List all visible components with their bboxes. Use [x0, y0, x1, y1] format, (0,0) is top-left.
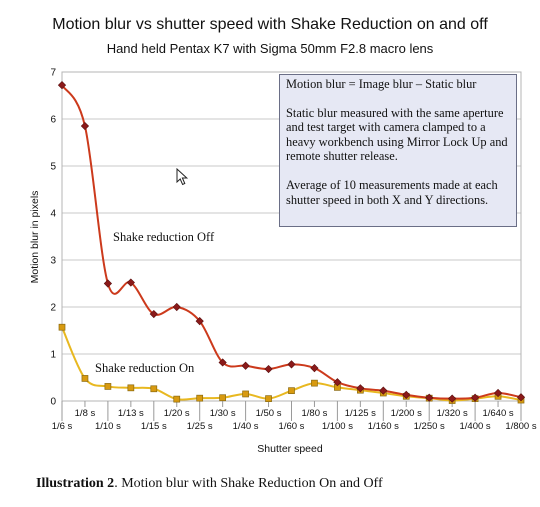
x-tick-label: 1/100 s — [322, 421, 353, 432]
data-point — [126, 278, 135, 287]
data-point — [172, 302, 181, 312]
data-point — [379, 386, 388, 395]
data-point — [493, 388, 503, 398]
y-tick-label: 7 — [50, 68, 56, 79]
data-point — [218, 358, 227, 367]
data-point — [57, 81, 67, 90]
x-tick-label: 1/80 s — [302, 408, 328, 419]
data-point — [58, 323, 66, 331]
data-point — [81, 375, 89, 382]
y-tick-label: 3 — [50, 256, 56, 267]
data-point — [516, 393, 526, 402]
figure-caption: Illustration 2. Motion blur with Shake R… — [36, 476, 383, 492]
data-point — [103, 279, 113, 288]
data-point — [288, 387, 295, 395]
x-tick-label: 1/320 s — [437, 408, 468, 419]
x-axis-label: Shutter speed — [257, 443, 323, 455]
data-point — [127, 384, 135, 392]
x-tick-label: 1/13 s — [118, 408, 144, 419]
series-layer — [57, 81, 526, 404]
data-point — [242, 390, 249, 398]
data-point — [219, 394, 226, 402]
x-tick-label: 1/10 s — [95, 421, 121, 432]
x-tick-label: 1/640 s — [482, 408, 513, 419]
data-point — [173, 395, 181, 403]
x-tick-label: 1/800 s — [505, 421, 536, 432]
x-tick-label: 1/15 s — [141, 421, 167, 432]
x-tick-label: 1/60 s — [279, 421, 305, 432]
y-axis-label: Motion blur in pixels — [29, 191, 41, 284]
data-point — [104, 383, 112, 390]
data-point — [150, 385, 158, 393]
data-point — [310, 363, 319, 373]
x-tick-label: 1/50 s — [256, 408, 282, 419]
data-point — [287, 360, 296, 369]
data-point — [311, 379, 318, 387]
caption-text: . Motion blur with Shake Reduction On an… — [114, 476, 383, 491]
x-tick-label: 1/400 s — [460, 421, 491, 432]
y-tick-label: 0 — [50, 397, 56, 408]
x-tick-label: 1/250 s — [414, 421, 445, 432]
x-tick-label: 1/160 s — [368, 421, 399, 432]
series-label: Shake reduction Off — [113, 230, 215, 244]
data-point — [356, 384, 365, 393]
data-point — [402, 390, 411, 399]
data-point — [425, 393, 434, 402]
y-tick-label: 2 — [50, 303, 56, 314]
data-point — [333, 378, 342, 387]
chart-title: Motion blur vs shutter speed with Shake … — [52, 16, 488, 33]
y-tick-label: 5 — [50, 162, 56, 173]
caption-label: Illustration 2 — [36, 476, 115, 491]
annotation-line: Motion blur = Image blur – Static blur — [286, 77, 477, 91]
x-tick-label: 1/20 s — [164, 408, 190, 419]
data-point — [265, 395, 272, 402]
line-chart: 0 1 2 3 4 5 6 7 1/6 s1/8 s 1/10 s 1/13 s 1/15 s 1/2… — [29, 68, 537, 456]
series-label: Shake reduction On — [95, 361, 195, 375]
data-point — [195, 316, 204, 326]
data-point — [470, 393, 480, 402]
x-axis-ticks: 1/6 s1/8 s 1/10 s 1/13 s 1/15 s 1/20 s 1/25 s… — [52, 401, 537, 432]
data-point — [241, 361, 250, 370]
series-labels: Shake reduction Off Shake reduction On — [95, 230, 215, 375]
y-tick-label: 1 — [50, 350, 56, 361]
y-tick-label: 6 — [50, 115, 56, 126]
annotation-line: Static blur measured with the same apert… — [286, 105, 508, 164]
y-tick-label: 4 — [50, 209, 56, 220]
data-point — [80, 121, 90, 131]
x-tick-label: 1/6 s — [52, 421, 73, 432]
x-tick-label: 1/40 s — [233, 421, 259, 432]
x-tick-label: 1/125 s — [345, 408, 376, 419]
chart-subtitle: Hand held Pentax K7 with Sigma 50mm F2.8… — [106, 41, 434, 56]
x-tick-label: 1/200 s — [391, 408, 422, 419]
x-tick-label: 1/8 s — [75, 408, 96, 419]
mouse-cursor-icon — [176, 168, 189, 186]
data-point — [448, 394, 457, 403]
x-tick-label: 1/30 s — [210, 408, 236, 419]
data-point — [196, 394, 204, 402]
data-point — [149, 309, 158, 319]
y-axis-ticks: 0 1 2 3 4 5 6 7 — [50, 68, 56, 408]
annotation-box: Motion blur = Image blur – Static blur S… — [279, 74, 517, 227]
x-tick-label: 1/25 s — [187, 421, 213, 432]
data-point — [264, 364, 273, 374]
annotation-line: Average of 10 measurements made at each … — [286, 177, 498, 207]
